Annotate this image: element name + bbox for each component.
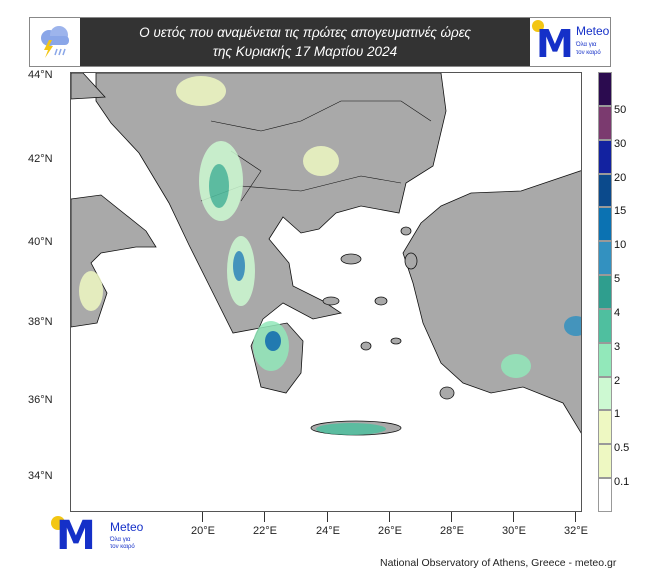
logo-tagline: τον καιρό [576, 50, 601, 56]
colorbar-band [598, 376, 612, 411]
colorbar-band [598, 105, 612, 140]
colorbar-label: 50 [614, 103, 627, 116]
colorbar-label: 4 [614, 306, 621, 319]
colorbar-band [598, 444, 612, 479]
colorbar-label: 0.5 [614, 442, 630, 455]
lon-label: 28°E [440, 525, 464, 537]
precipitation [79, 76, 581, 435]
sun-icon [532, 20, 544, 32]
lat-label: 36°N [28, 394, 53, 406]
lat-label: 40°N [28, 236, 53, 248]
colorbar-band [598, 308, 612, 343]
colorbar-label: 30 [614, 137, 627, 150]
colorbar-band [598, 207, 612, 242]
precipitation-map [70, 72, 582, 512]
colorbar-band [598, 410, 612, 445]
logo-name: Meteo [576, 24, 610, 38]
colorbar-label: 0.1 [614, 476, 630, 489]
colorbar-label: 2 [614, 374, 621, 387]
colorbar-band [598, 173, 612, 208]
turkey [402, 170, 581, 434]
lon-label: 20°E [191, 525, 215, 537]
colorbar-label: 1 [614, 408, 621, 421]
lon-label: 32°E [564, 525, 588, 537]
title-banner: Ο υετός που αναμένεται τις πρώτες απογευ… [29, 17, 611, 67]
colorbar-label: 20 [614, 171, 627, 184]
lon-label: 24°E [316, 525, 340, 537]
lat-label: 42°N [28, 153, 53, 165]
italy-north [71, 73, 106, 100]
colorbar-label: 3 [614, 340, 621, 353]
colorbar-band [598, 72, 612, 106]
italy-south [71, 194, 157, 328]
logo-name: Meteo [110, 520, 144, 534]
logo-tagline: τον καιρό [110, 544, 135, 550]
lat-label: 44°N [28, 69, 53, 81]
meteo-logo-top: M Meteo Όλα για τον καιρό [530, 18, 610, 66]
colorbar-band [598, 241, 612, 276]
colorbar-label: 10 [614, 239, 627, 252]
colorbar-label: 5 [614, 273, 621, 286]
colorbar-band [598, 478, 612, 512]
balkans-greece [95, 73, 447, 394]
logo-tagline: Όλα για [576, 42, 597, 48]
logo-letter: M [56, 513, 96, 559]
title-line-2: της Κυριακής 17 Μαρτίου 2024 [212, 44, 398, 59]
credit-text: National Observatory of Athens, Greece -… [380, 557, 617, 569]
colorbar-band [598, 139, 612, 174]
lon-label: 30°E [502, 525, 526, 537]
cloud-rain-lightning-icon [30, 18, 80, 66]
logo-tagline: Όλα για [110, 537, 131, 543]
map-title: Ο υετός που αναμένεται τις πρώτες απογευ… [80, 23, 530, 61]
lat-label: 38°N [28, 316, 53, 328]
sun-icon [51, 516, 65, 530]
lon-label: 26°E [378, 525, 402, 537]
lat-label: 34°N [28, 470, 53, 482]
land [71, 73, 581, 436]
colorbar-band [598, 275, 612, 309]
colorbar-label: 15 [614, 205, 627, 218]
title-line-1: Ο υετός που αναμένεται τις πρώτες απογευ… [139, 25, 471, 40]
lon-label: 22°E [253, 525, 277, 537]
logo-letter: M [536, 22, 574, 66]
colorbar-band [598, 342, 612, 377]
